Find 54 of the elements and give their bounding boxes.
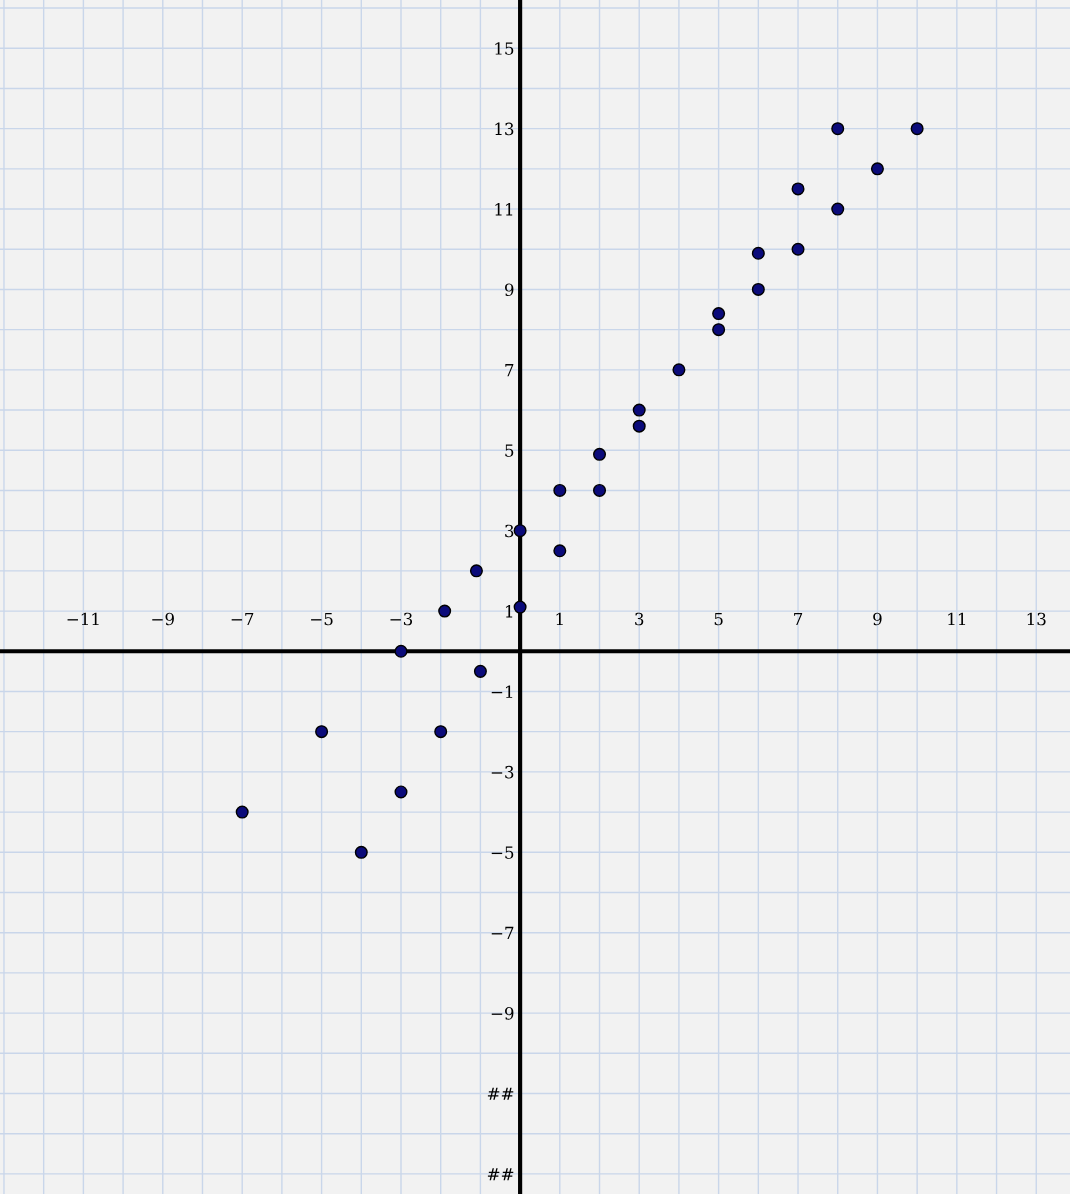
x-tick-label: −5 <box>311 612 333 626</box>
x-tick-label: 1 <box>556 612 563 626</box>
y-tick-label: −7 <box>491 926 514 940</box>
point <box>473 664 487 678</box>
point <box>513 600 527 614</box>
point <box>870 162 884 176</box>
point <box>315 725 329 739</box>
point <box>791 242 805 256</box>
point <box>513 524 527 538</box>
x-tick-label: 11 <box>948 612 966 626</box>
point <box>553 483 567 497</box>
point <box>394 785 408 799</box>
point <box>672 363 686 377</box>
y-tick-label: ## <box>487 1168 514 1181</box>
point <box>831 122 845 136</box>
y-tick-label: −3 <box>491 765 514 779</box>
y-tick-label: 7 <box>505 364 514 377</box>
y-tick-label: −5 <box>491 846 514 859</box>
x-tick-label: −7 <box>231 612 254 626</box>
x-tick-label: 13 <box>1027 612 1046 626</box>
x-tick-label: 7 <box>794 612 803 626</box>
point <box>632 403 646 417</box>
y-tick-label: 13 <box>495 122 514 136</box>
point <box>593 447 607 461</box>
x-tick-label: 5 <box>714 612 723 626</box>
point <box>632 419 646 433</box>
x-tick-label: 3 <box>635 612 644 626</box>
point <box>712 323 726 337</box>
point <box>910 122 924 136</box>
y-tick-label: 5 <box>505 444 514 457</box>
y-tick-label: ## <box>487 1087 514 1100</box>
point <box>791 182 805 196</box>
x-tick-label: −3 <box>390 612 413 626</box>
point <box>751 246 765 260</box>
x-tick-label: 9 <box>873 612 882 626</box>
y-tick-label: 9 <box>505 283 514 297</box>
point <box>469 564 483 578</box>
y-tick-label: 3 <box>505 524 514 538</box>
point <box>712 307 726 321</box>
point <box>831 202 845 216</box>
point <box>354 845 368 859</box>
y-tick-label: −9 <box>491 1007 514 1020</box>
point <box>394 644 408 658</box>
y-tick-label: 15 <box>495 42 514 55</box>
point <box>235 805 249 819</box>
x-tick-label: −9 <box>152 612 174 626</box>
x-tick-label: −11 <box>67 612 99 626</box>
point <box>553 544 567 558</box>
y-tick-label: 11 <box>495 203 513 216</box>
y-tick-label: −1 <box>491 685 513 698</box>
point <box>434 725 448 739</box>
point <box>593 483 607 497</box>
point <box>438 604 452 618</box>
point <box>751 282 765 296</box>
